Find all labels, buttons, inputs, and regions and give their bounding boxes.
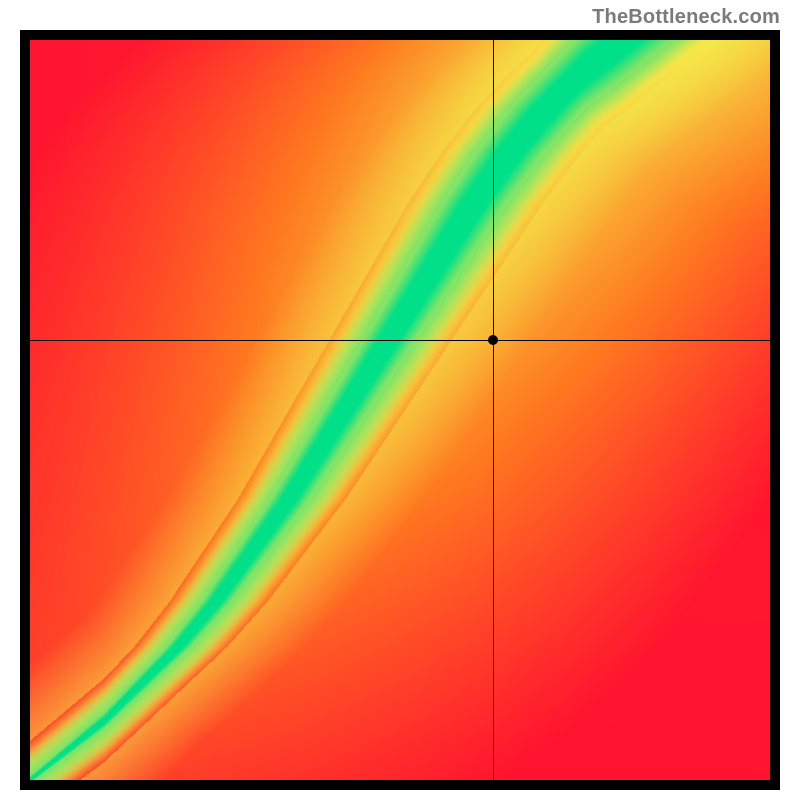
heatmap-canvas [30, 40, 770, 780]
data-point-marker [488, 335, 498, 345]
watermark-text: TheBottleneck.com [592, 6, 780, 29]
crosshair-vertical [493, 40, 494, 780]
plot-border [20, 30, 780, 790]
crosshair-horizontal [30, 340, 770, 341]
plot-area [30, 40, 770, 780]
